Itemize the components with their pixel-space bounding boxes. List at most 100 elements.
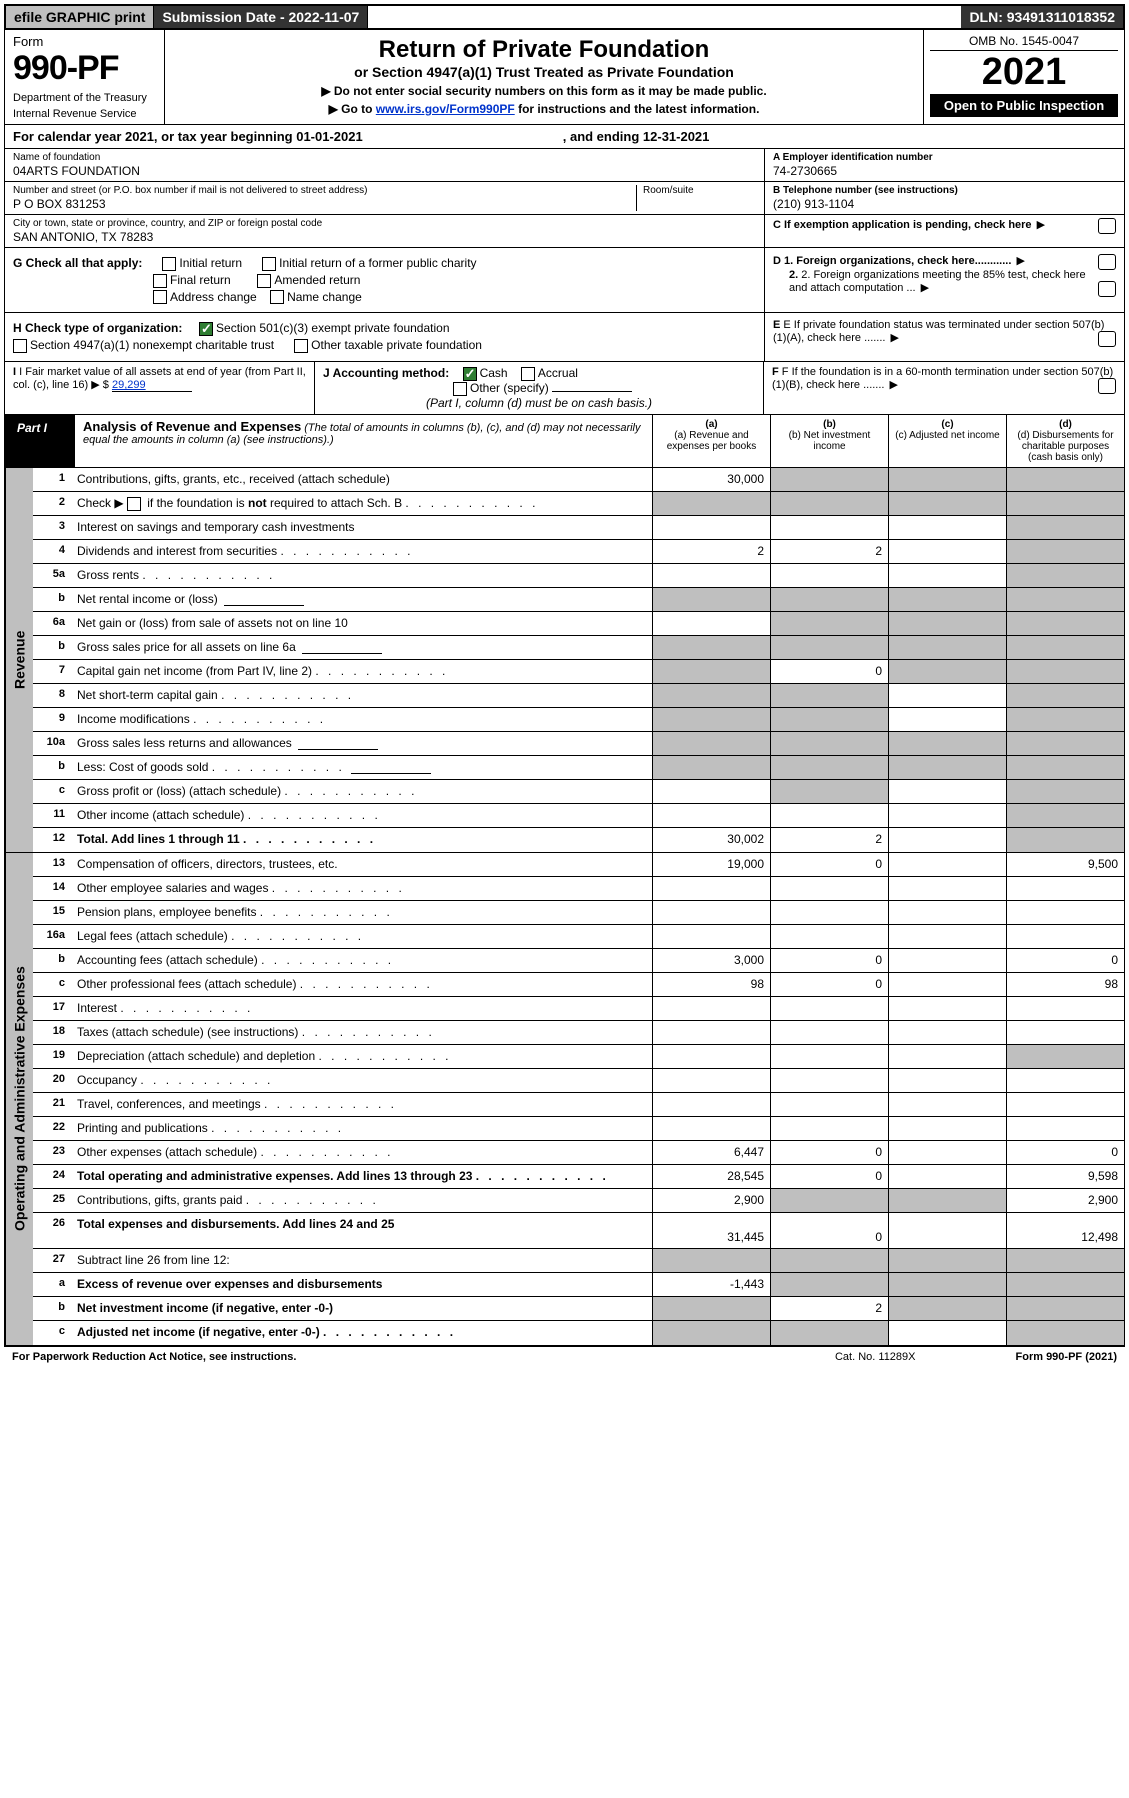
calendar-year-row: For calendar year 2021, or tax year begi… (4, 125, 1125, 149)
col-a-header: (a)(a) Revenue and expenses per books (652, 415, 770, 467)
col-c-header: (c)(c) Adjusted net income (888, 415, 1006, 467)
table-row: 9Income modifications (33, 708, 1124, 732)
f-label: F F If the foundation is in a 60-month t… (772, 366, 1116, 391)
part1-header: Part I Analysis of Revenue and Expenses … (4, 415, 1125, 468)
instruction-1: ▶ Do not enter social security numbers o… (177, 84, 911, 98)
footer-cat: Cat. No. 11289X (835, 1351, 916, 1363)
table-row: bGross sales price for all assets on lin… (33, 636, 1124, 660)
e-checkbox[interactable] (1098, 331, 1116, 347)
table-row: bNet rental income or (loss) (33, 588, 1124, 612)
top-bar: efile GRAPHIC print Submission Date - 20… (4, 4, 1125, 30)
expenses-table: Operating and Administrative Expenses 13… (4, 853, 1125, 1346)
city-label: City or town, state or province, country… (13, 218, 756, 229)
other-taxable-checkbox[interactable] (294, 339, 308, 353)
table-row: 23Other expenses (attach schedule) 6,447… (33, 1141, 1124, 1165)
col-d-header: (d)(d) Disbursements for charitable purp… (1006, 415, 1124, 467)
form-subtitle: or Section 4947(a)(1) Trust Treated as P… (177, 64, 911, 80)
exemption-label: C If exemption application is pending, c… (773, 219, 1032, 231)
other-method-checkbox[interactable] (453, 382, 467, 396)
table-row: cGross profit or (loss) (attach schedule… (33, 780, 1124, 804)
instruction-2: ▶ Go to www.irs.gov/Form990PF for instru… (177, 102, 911, 116)
table-row: cAdjusted net income (if negative, enter… (33, 1321, 1124, 1345)
g-label: G Check all that apply: (13, 256, 142, 270)
tax-year: 2021 (930, 51, 1118, 94)
dept-irs: Internal Revenue Service (13, 108, 156, 120)
phone-value: (210) 913-1104 (773, 197, 1116, 211)
foundation-city: SAN ANTONIO, TX 78283 (13, 230, 756, 244)
table-row: 7Capital gain net income (from Part IV, … (33, 660, 1124, 684)
d2-checkbox[interactable] (1098, 281, 1116, 297)
table-row: 26Total expenses and disbursements. Add … (33, 1213, 1124, 1249)
d1-label: D 1. Foreign organizations, check here..… (773, 255, 1011, 267)
name-label: Name of foundation (13, 152, 756, 163)
table-row: 22Printing and publications (33, 1117, 1124, 1141)
address-change-checkbox[interactable] (153, 290, 167, 304)
form-title: Return of Private Foundation (177, 36, 911, 64)
irs-link[interactable]: www.irs.gov/Form990PF (376, 102, 515, 116)
table-row: 13Compensation of officers, directors, t… (33, 853, 1124, 877)
foundation-name: 04ARTS FOUNDATION (13, 164, 756, 178)
ein-label: A Employer identification number (773, 152, 1116, 163)
page-footer: For Paperwork Reduction Act Notice, see … (4, 1346, 1125, 1367)
name-change-checkbox[interactable] (270, 290, 284, 304)
fmv-value-link[interactable]: 29,299 (112, 379, 146, 391)
table-row: 8Net short-term capital gain (33, 684, 1124, 708)
table-row: 14Other employee salaries and wages (33, 877, 1124, 901)
form-header: Form 990-PF Department of the Treasury I… (4, 30, 1125, 125)
table-row: 3Interest on savings and temporary cash … (33, 516, 1124, 540)
table-row: 19Depreciation (attach schedule) and dep… (33, 1045, 1124, 1069)
table-row: 4Dividends and interest from securities … (33, 540, 1124, 564)
foundation-address: P O BOX 831253 (13, 197, 636, 211)
table-row: 27Subtract line 26 from line 12: (33, 1249, 1124, 1273)
h-label: H Check type of organization: (13, 321, 182, 335)
table-row: 12Total. Add lines 1 through 11 30,0022 (33, 828, 1124, 852)
table-row: 17Interest (33, 997, 1124, 1021)
table-row: 20Occupancy (33, 1069, 1124, 1093)
table-row: 25Contributions, gifts, grants paid 2,90… (33, 1189, 1124, 1213)
e-label: E E If private foundation status was ter… (773, 319, 1116, 344)
col-b-header: (b)(b) Net investment income (770, 415, 888, 467)
ein-value: 74-2730665 (773, 164, 1116, 178)
form-number: 990-PF (13, 49, 156, 88)
expenses-side-label: Operating and Administrative Expenses (5, 853, 33, 1345)
table-row: bNet investment income (if negative, ent… (33, 1297, 1124, 1321)
part1-label: Part I (5, 415, 75, 467)
table-row: 2Check ▶ if the foundation is not requir… (33, 492, 1124, 516)
d1-checkbox[interactable] (1098, 254, 1116, 270)
footer-left: For Paperwork Reduction Act Notice, see … (12, 1351, 296, 1363)
table-row: 10aGross sales less returns and allowanc… (33, 732, 1124, 756)
final-return-checkbox[interactable] (153, 274, 167, 288)
amended-return-checkbox[interactable] (257, 274, 271, 288)
dln-number: DLN: 93491311018352 (961, 6, 1123, 28)
table-row: cOther professional fees (attach schedul… (33, 973, 1124, 997)
revenue-side-label: Revenue (5, 468, 33, 852)
room-label: Room/suite (643, 185, 756, 196)
table-row: aExcess of revenue over expenses and dis… (33, 1273, 1124, 1297)
dept-treasury: Department of the Treasury (13, 92, 156, 104)
table-row: 5aGross rents (33, 564, 1124, 588)
accrual-checkbox[interactable] (521, 367, 535, 381)
phone-label: B Telephone number (see instructions) (773, 185, 1116, 196)
table-row: 11Other income (attach schedule) (33, 804, 1124, 828)
table-row: 15Pension plans, employee benefits (33, 901, 1124, 925)
initial-former-checkbox[interactable] (262, 257, 276, 271)
fmv-section: I I Fair market value of all assets at e… (4, 362, 1125, 415)
501c3-checkbox[interactable] (199, 322, 213, 336)
submission-date: Submission Date - 2022-11-07 (154, 6, 368, 28)
check-section-g: G Check all that apply: Initial return I… (4, 248, 1125, 313)
table-row: 1Contributions, gifts, grants, etc., rec… (33, 468, 1124, 492)
cash-checkbox[interactable] (463, 367, 477, 381)
d2-label: 2. 2. Foreign organizations meeting the … (773, 269, 1116, 294)
j-note: (Part I, column (d) must be on cash basi… (323, 396, 755, 410)
f-checkbox[interactable] (1098, 378, 1116, 394)
address-label: Number and street (or P.O. box number if… (13, 185, 636, 196)
schb-checkbox[interactable] (127, 497, 141, 511)
exemption-checkbox[interactable] (1098, 218, 1116, 234)
initial-return-checkbox[interactable] (162, 257, 176, 271)
table-row: 16aLegal fees (attach schedule) (33, 925, 1124, 949)
omb-number: OMB No. 1545-0047 (930, 34, 1118, 51)
footer-form: Form 990-PF (2021) (1016, 1351, 1118, 1363)
4947-checkbox[interactable] (13, 339, 27, 353)
table-row: 21Travel, conferences, and meetings (33, 1093, 1124, 1117)
efile-print-button[interactable]: efile GRAPHIC print (6, 6, 154, 28)
